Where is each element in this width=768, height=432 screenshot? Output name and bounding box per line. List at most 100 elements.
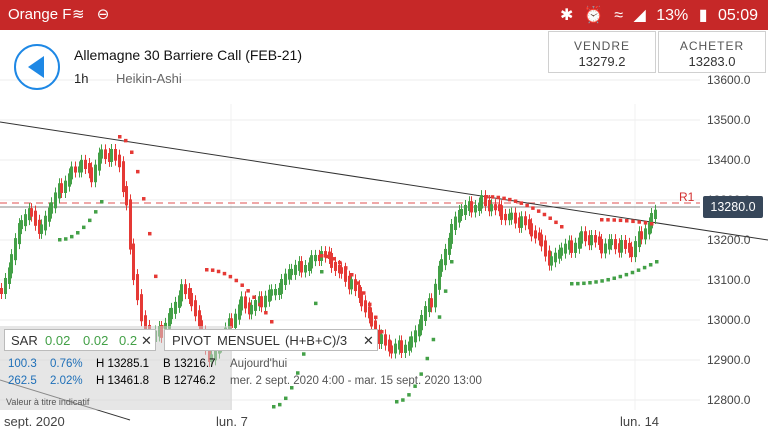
candle [600,238,603,254]
candle [270,289,273,296]
sar-step: 0.02 [45,333,71,348]
wifi-icon: ≈ [614,7,623,24]
candle [60,183,63,193]
sar-dot [326,254,330,259]
sar-dot [272,405,276,409]
candle [460,209,463,217]
sar-dot [606,277,610,282]
alarm-icon: ⏰ [583,7,604,24]
sar-max: 0.2 [119,333,138,348]
sar-dot [278,402,282,407]
candle [308,262,311,271]
sar-dot [350,273,354,277]
candle [568,240,571,250]
candle [580,231,583,244]
sar-dot [240,283,244,287]
sar-dot [94,210,98,214]
sar-close-icon[interactable]: ✕ [141,333,152,348]
candle [380,334,383,344]
row2-low: B 12746.2 [163,375,216,387]
candle [560,247,563,256]
candle [230,318,233,328]
buy-button[interactable]: ACHETER 13283.0 [658,31,766,73]
candle [50,202,53,214]
candle [504,213,507,221]
pivot-indicator[interactable]: PIVOT MENSUEL (H+B+C)/3 ✕ [164,329,378,351]
candle [474,204,477,213]
candle [508,213,511,221]
pivot-formula: (H+B+C)/3 [285,333,348,348]
candle [634,241,637,258]
candle [24,214,27,227]
candle [420,314,423,331]
candle [274,288,277,296]
sar-dot [648,263,653,267]
candle [125,186,128,206]
candle [620,240,623,253]
sar-dot [643,221,648,225]
sar-dot [508,197,512,202]
sar-dot [222,271,227,276]
candle [500,205,503,220]
row1-low: B 13216.7 [163,358,216,370]
sar-dot [362,291,366,295]
sar-indicator[interactable]: SAR 0.02 0.02 0.2 ✕ [4,329,156,351]
candle [538,232,541,241]
battery-level: 13% [656,7,689,24]
notification-icons: ≋ ⊖ [72,6,114,23]
candle [88,163,91,174]
candle [114,149,117,161]
sar-dot [100,200,104,204]
chart-type-selector[interactable]: Heikin-Ashi [116,71,182,86]
disclaimer: Valeur à titre indicatif [6,397,90,407]
candle [550,256,553,266]
candle [194,300,197,317]
timeframe-selector[interactable]: 1h [74,71,89,86]
candle [20,220,23,230]
candle [244,296,247,309]
sar-dot [637,220,641,224]
sell-button[interactable]: VENDRE 13279.2 [548,31,656,73]
candle [644,228,647,240]
pivot-close-icon[interactable]: ✕ [363,333,374,348]
candle [18,223,21,245]
sell-label: VENDRE [573,39,630,53]
candle [408,341,411,351]
sar-dot [136,169,140,174]
back-button[interactable] [14,44,60,90]
candle [64,180,67,193]
candle [378,329,381,344]
candle [654,209,657,220]
candle [278,287,281,295]
sar-dot [395,400,399,404]
sar-dot [118,135,122,139]
candle [0,288,3,294]
candle [304,264,307,273]
candle [280,279,283,294]
sar-dot [290,386,294,390]
candle [628,242,631,253]
candle [428,298,431,313]
y-tick: 13500.0 [707,113,751,127]
candle [264,295,267,308]
sar-dot [576,281,580,286]
bluetooth-icon: ✱ [559,7,574,24]
sar-dot [314,301,318,306]
candle [388,339,391,352]
sar-dot [642,265,647,270]
candle [68,173,71,187]
candle [136,274,139,301]
candle [340,267,343,274]
candle [490,204,493,212]
sar-dot [401,398,405,402]
candle [40,224,43,234]
candle [318,254,321,261]
sar-dot [407,393,411,397]
current-price-tag: 13280.0 [703,196,763,218]
y-tick: 13100.0 [707,273,751,287]
sar-dot [631,219,635,224]
candle [268,289,271,302]
candle [574,242,577,253]
candle [74,166,77,173]
